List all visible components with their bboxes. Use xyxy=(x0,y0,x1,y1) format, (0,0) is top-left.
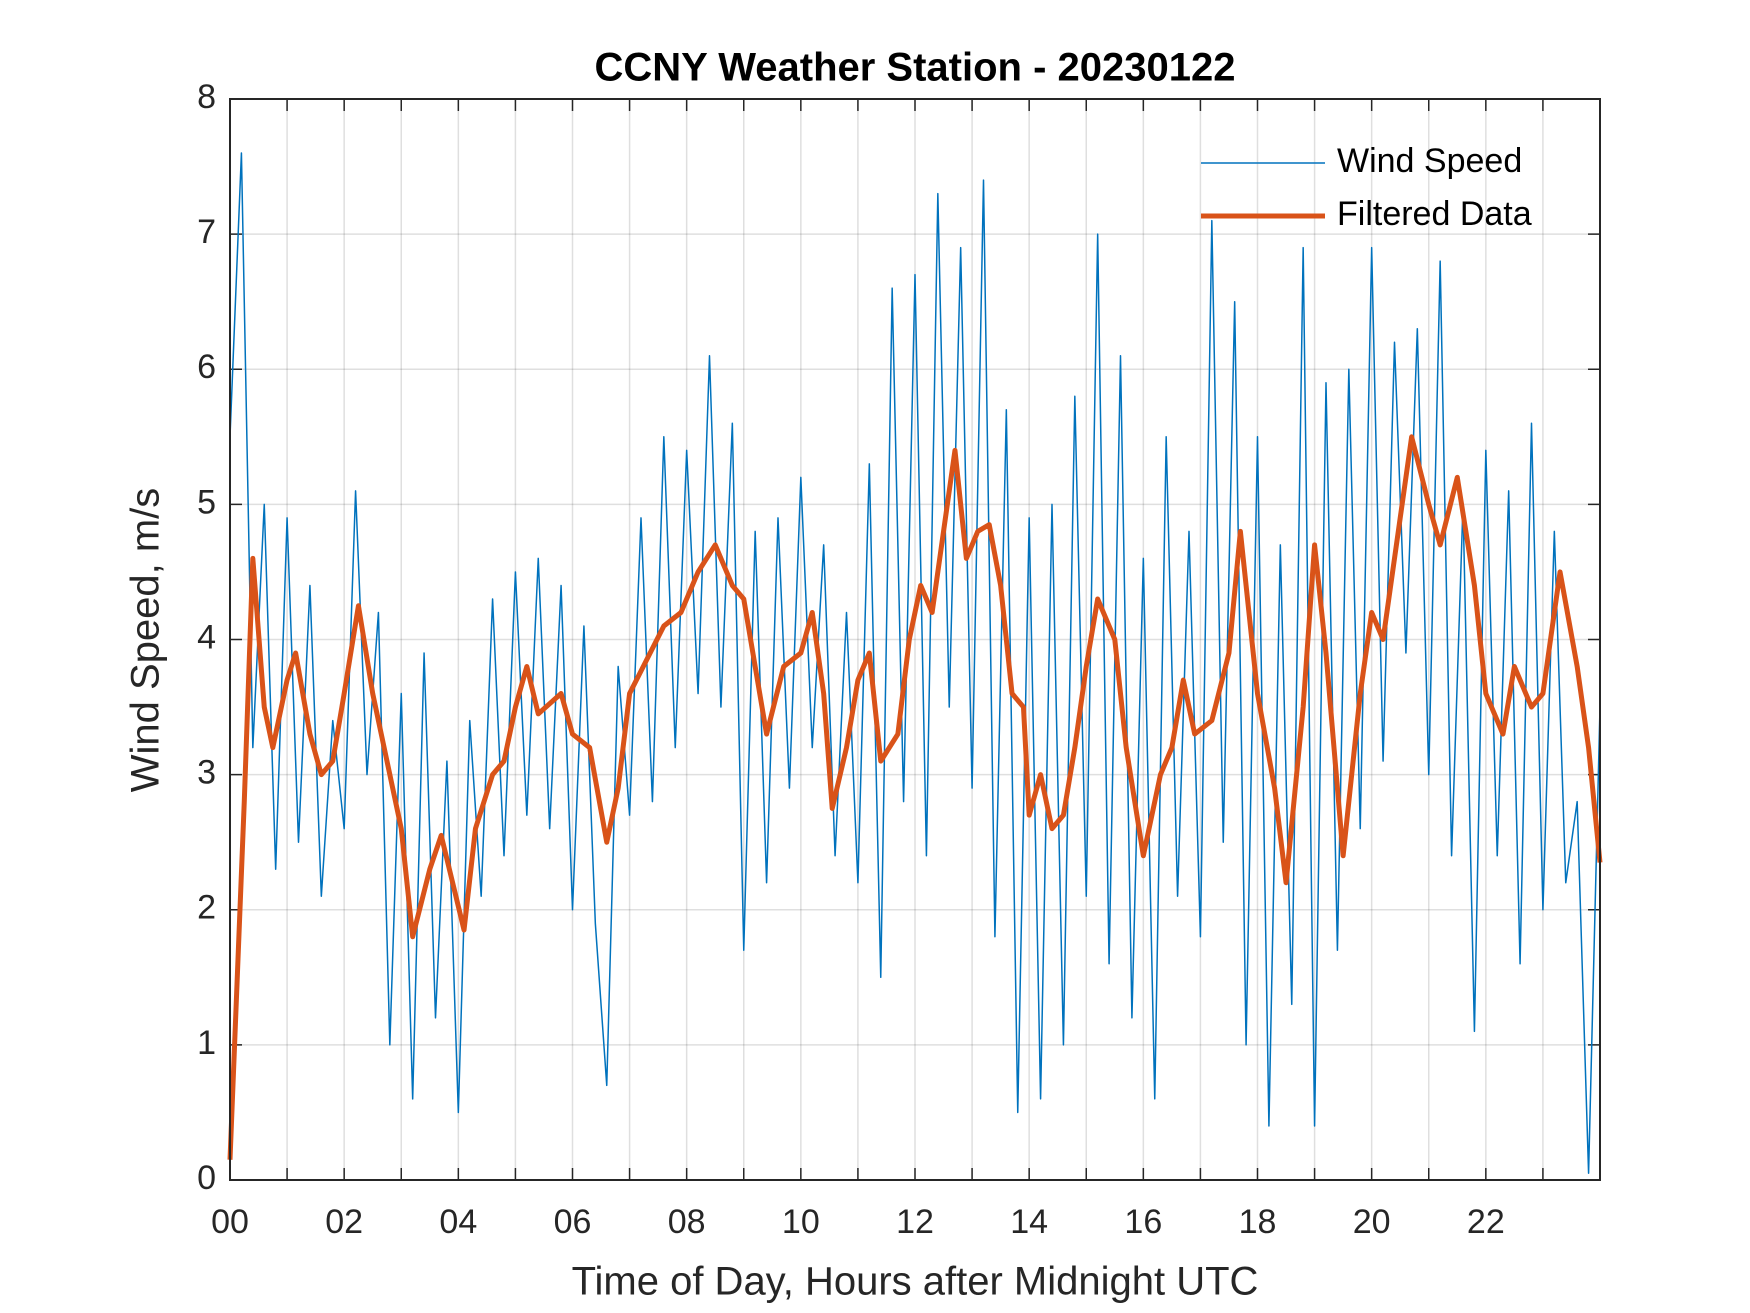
legend-label: Wind Speed xyxy=(1337,142,1522,180)
x-tick-label: 00 xyxy=(211,1203,249,1241)
y-tick-label: 4 xyxy=(197,618,216,656)
x-tick-label: 20 xyxy=(1353,1203,1391,1241)
x-tick-label: 16 xyxy=(1124,1203,1162,1241)
y-tick-label: 2 xyxy=(197,889,216,927)
y-tick-label: 1 xyxy=(197,1024,216,1062)
x-tick-label: 22 xyxy=(1467,1203,1505,1241)
y-tick-label: 7 xyxy=(197,213,216,251)
x-tick-label: 06 xyxy=(554,1203,592,1241)
legend-label: Filtered Data xyxy=(1337,195,1532,233)
x-tick-label: 10 xyxy=(782,1203,820,1241)
x-tick-label: 18 xyxy=(1239,1203,1277,1241)
x-tick-label: 12 xyxy=(896,1203,934,1241)
x-tick-label: 14 xyxy=(1010,1203,1048,1241)
x-axis-label: Time of Day, Hours after Midnight UTC xyxy=(572,1260,1259,1304)
y-axis-label: Wind Speed, m/s xyxy=(124,488,168,793)
series-line xyxy=(227,434,1603,1160)
y-tick-label: 8 xyxy=(197,78,216,116)
y-tick-label: 6 xyxy=(197,348,216,386)
series-line xyxy=(229,152,1601,1174)
y-tick-label: 0 xyxy=(197,1159,216,1197)
x-tick-label: 08 xyxy=(668,1203,706,1241)
y-tick-label: 3 xyxy=(197,754,216,792)
chart-title: CCNY Weather Station - 20230122 xyxy=(595,46,1236,90)
y-tick-label: 5 xyxy=(197,483,216,521)
plot-frame xyxy=(229,98,1601,1181)
x-tick-label: 02 xyxy=(325,1203,363,1241)
x-tick-label: 04 xyxy=(439,1203,477,1241)
